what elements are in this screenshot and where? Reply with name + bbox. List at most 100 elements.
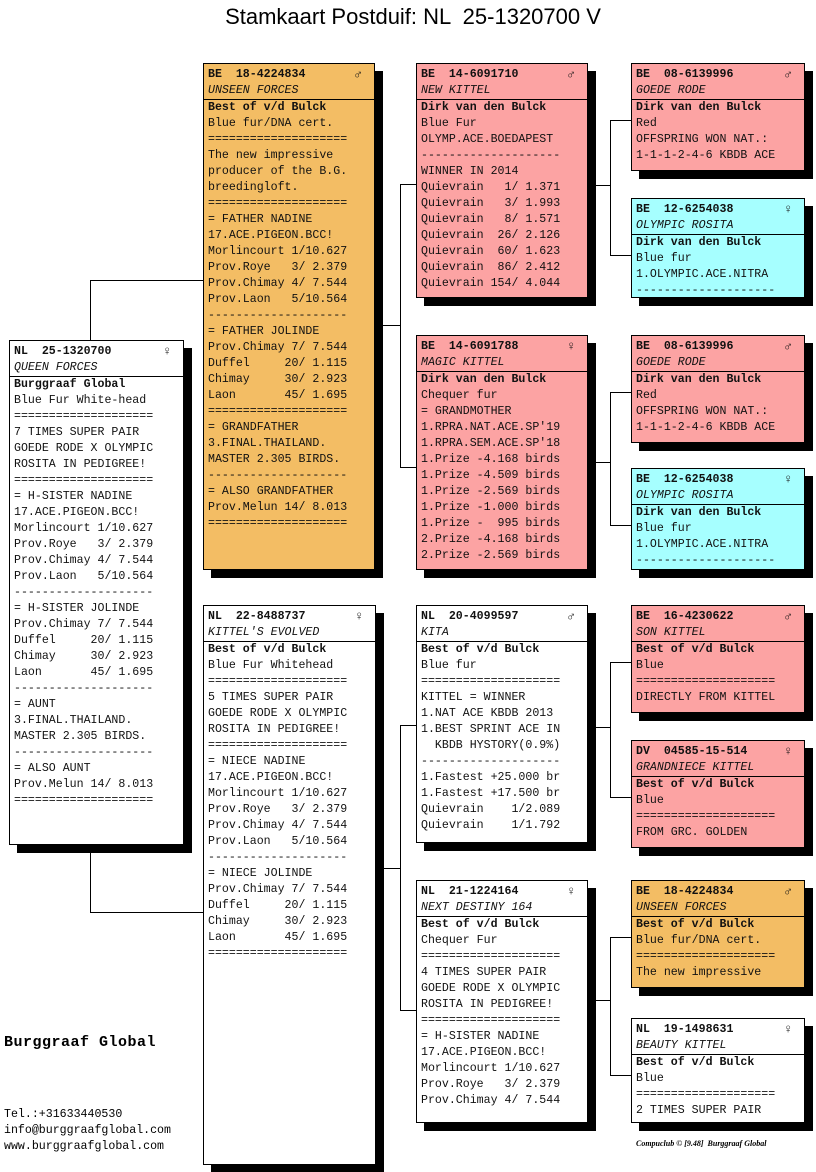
bird-name: KITTEL'S EVOLVED xyxy=(208,626,320,639)
ring-number: NL 25-1320700 ♀ xyxy=(14,344,171,359)
card-line: -------------------- xyxy=(14,586,154,599)
ancestor-card[interactable]: NL 21-1224164 ♀ NEXT DESTINY 164 Best of v/… xyxy=(416,880,588,1123)
female-icon: ♀ xyxy=(784,1022,792,1037)
card-line: GOEDE RODE X OLYMPIC xyxy=(14,442,154,455)
card-line: 5 TIMES SUPER PAIR xyxy=(208,691,334,704)
card-line: Quievrain 1/1.792 xyxy=(421,819,561,832)
card-line: 3.FINAL.THAILAND. xyxy=(208,437,327,450)
card-header: BE 18-4224834 ♂ UNSEEN FORCES xyxy=(632,881,804,917)
card-line: 17.ACE.PIGEON.BCC! xyxy=(208,771,334,784)
male-icon: ♂ xyxy=(784,67,792,82)
card-line: 1.Prize -4.509 birds xyxy=(421,469,561,482)
card-line: Blue fur/DNA cert. xyxy=(636,934,762,947)
card-line: -------------------- xyxy=(636,284,776,297)
website-link[interactable]: www.burggraafglobal.com xyxy=(4,1140,165,1153)
email-link[interactable]: info@burggraafglobal.com xyxy=(4,1124,171,1137)
card-line: Best of v/d Bulck xyxy=(421,643,540,656)
card-line: Red xyxy=(636,389,657,402)
ring-number: BE 18-4224834 ♂ xyxy=(208,67,362,82)
bird-name: GOEDE RODE xyxy=(636,84,706,97)
card-line: -------------------- xyxy=(421,755,561,768)
connector-gen2-c xyxy=(596,662,631,798)
card-line: Prov.Laon 5/10.564 xyxy=(208,835,348,848)
card-line: Dirk van den Bulck xyxy=(636,101,762,114)
phone: Tel.:+31633440530 xyxy=(4,1108,123,1121)
card-line: ROSITA IN PEDIGREE! xyxy=(14,458,147,471)
card-line: GOEDE RODE X OLYMPIC xyxy=(208,707,348,720)
card-line: ==================== xyxy=(421,950,561,963)
ancestor-card[interactable]: BE 14-6091788 ♀ MAGIC KITTEL Dirk van den B… xyxy=(416,335,588,570)
card-header: DV 04585-15-514 ♀ GRANDNIECE KITTEL xyxy=(632,741,804,777)
card-line: 1.Fastest +17.500 br xyxy=(421,787,561,800)
ring-number: DV 04585-15-514 ♀ xyxy=(636,744,792,759)
connector-dam-parents xyxy=(384,725,416,1011)
card-line: 1.RPRA.SEM.ACE.SP'18 xyxy=(421,437,561,450)
ring-number: BE 12-6254038 ♀ xyxy=(636,472,792,487)
card-line: 1.Prize -2.569 birds xyxy=(421,485,561,498)
connector-gen2-a xyxy=(596,120,631,256)
card-line: 3.FINAL.THAILAND. xyxy=(14,714,133,727)
card-header: BE 12-6254038 ♀ OLYMPIC ROSITA xyxy=(632,199,804,235)
card-line: Chimay 30/ 2.923 xyxy=(208,915,348,928)
card-line: Prov.Chimay 4/ 7.544 xyxy=(14,554,154,567)
card-line: GOEDE RODE X OLYMPIC xyxy=(421,982,561,995)
card-line: Best of v/d Bulck xyxy=(208,101,327,114)
card-line: Morlincourt 1/10.627 xyxy=(208,787,348,800)
ancestor-card[interactable]: DV 04585-15-514 ♀ GRANDNIECE KITTEL Best of… xyxy=(631,740,805,848)
card-line: 17.ACE.PIGEON.BCC! xyxy=(208,229,334,242)
page-title: Stamkaart Postduif: NL 25-1320700 V xyxy=(225,4,601,29)
male-icon: ♂ xyxy=(784,884,792,899)
ancestor-card[interactable]: BE 08-6139996 ♂ GOEDE RODE Dirk van den Bul… xyxy=(631,63,805,171)
card-line: -------------------- xyxy=(208,469,348,482)
card-line: = H-SISTER JOLINDE xyxy=(14,602,140,615)
male-icon: ♂ xyxy=(567,67,575,82)
card-line: Quievrain 86/ 2.412 xyxy=(421,261,561,274)
ring-number: BE 14-6091710 ♂ xyxy=(421,67,575,82)
ancestor-card[interactable]: BE 18-4224834 ♂ UNSEEN FORCES Best of v/d B… xyxy=(631,880,805,988)
male-icon: ♂ xyxy=(354,67,362,82)
card-line: ==================== xyxy=(636,810,776,823)
card-line: Prov.Roye 3/ 2.379 xyxy=(208,803,348,816)
card-line: Prov.Melun 14/ 8.013 xyxy=(208,501,348,514)
card-line: 2.Prize -4.168 birds xyxy=(421,533,561,546)
card-line: 1.Prize -1.000 birds xyxy=(421,501,561,514)
bird-name: SON KITTEL xyxy=(636,626,706,639)
card-line: 17.ACE.PIGEON.BCC! xyxy=(421,1046,547,1059)
card-line: = H-SISTER NADINE xyxy=(14,490,133,503)
card-line: DIRECTLY FROM KITTEL xyxy=(636,691,776,704)
ancestor-card[interactable]: BE 14-6091710 ♂ NEW KITTEL Dirk van den Bul… xyxy=(416,63,588,298)
bird-name: BEAUTY KITTEL xyxy=(636,1039,727,1052)
card-line: = GRANDFATHER xyxy=(208,421,299,434)
bird-name: GOEDE RODE xyxy=(636,356,706,369)
ancestor-card[interactable]: BE 08-6139996 ♂ GOEDE RODE Dirk van den Bul… xyxy=(631,335,805,443)
card-line: Chequer Fur xyxy=(421,934,498,947)
ancestor-card[interactable]: NL 22-8488737 ♀ KITTEL'S EVOLVED Best of v/… xyxy=(203,605,376,1165)
card-line: Prov.Chimay 7/ 7.544 xyxy=(14,618,154,631)
ancestor-card[interactable]: BE 12-6254038 ♀ OLYMPIC ROSITA Dirk van den… xyxy=(631,198,805,298)
female-icon: ♀ xyxy=(784,472,792,487)
ring-number: BE 16-4230622 ♂ xyxy=(636,609,792,624)
card-line: Chimay 30/ 2.923 xyxy=(14,650,154,663)
ancestor-card[interactable]: NL 19-1498631 ♀ BEAUTY KITTEL Best of v/d B… xyxy=(631,1018,805,1123)
card-line: Laon 45/ 1.695 xyxy=(208,389,348,402)
card-line: Best of v/d Bulck xyxy=(636,778,755,791)
card-line: = FATHER JOLINDE xyxy=(208,325,320,338)
subject-bird-card[interactable]: NL 25-1320700 ♀ QUEEN FORCES Burggraaf Glob… xyxy=(9,340,184,845)
card-line: producer of the B.G. xyxy=(208,165,348,178)
card-line: The new impressive xyxy=(208,149,334,162)
card-line: Quievrain 154/ 4.044 xyxy=(421,277,561,290)
card-line: OLYMP.ACE.BOEDAPEST xyxy=(421,133,554,146)
card-line: ==================== xyxy=(208,739,348,752)
card-line: Blue xyxy=(636,659,664,672)
ancestor-card[interactable]: BE 18-4224834 ♂ UNSEEN FORCES Best of v/d B… xyxy=(203,63,375,570)
card-line: 7 TIMES SUPER PAIR xyxy=(14,426,140,439)
card-line: Dirk van den Bulck xyxy=(636,506,762,519)
card-line: Duffel 20/ 1.115 xyxy=(208,357,348,370)
ancestor-card[interactable]: NL 20-4099597 ♂ KITA Best of v/d Bulck Blue … xyxy=(416,605,588,843)
card-line: Prov.Roye 3/ 2.379 xyxy=(14,538,154,551)
card-line: OFFSPRING WON NAT.: xyxy=(636,405,769,418)
card-line: ==================== xyxy=(636,675,776,688)
ancestor-card[interactable]: BE 12-6254038 ♀ OLYMPIC ROSITA Dirk van den… xyxy=(631,468,805,570)
card-line: Duffel 20/ 1.115 xyxy=(14,634,154,647)
ancestor-card[interactable]: BE 16-4230622 ♂ SON KITTEL Best of v/d Bulc… xyxy=(631,605,805,713)
